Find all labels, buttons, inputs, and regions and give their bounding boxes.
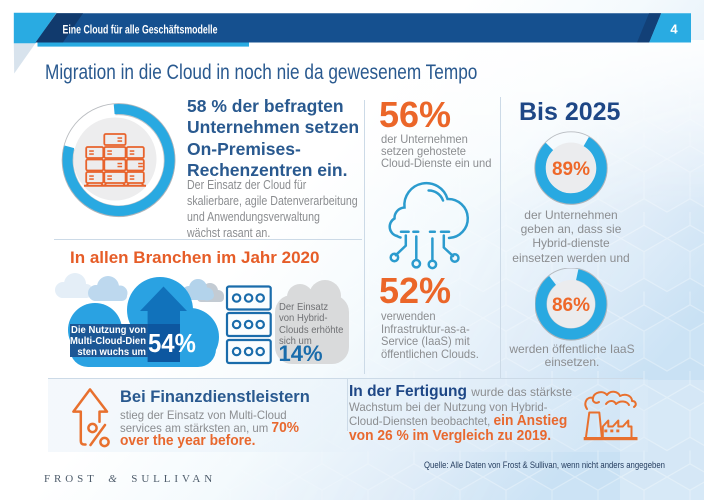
svg-text:Eine Cloud für alle Geschäftsm: Eine Cloud für alle Geschäftsmodelle (63, 25, 218, 37)
svg-text:4: 4 (670, 22, 678, 37)
svg-text:86%: 86% (552, 295, 590, 316)
svg-text:89%: 89% (552, 159, 590, 180)
